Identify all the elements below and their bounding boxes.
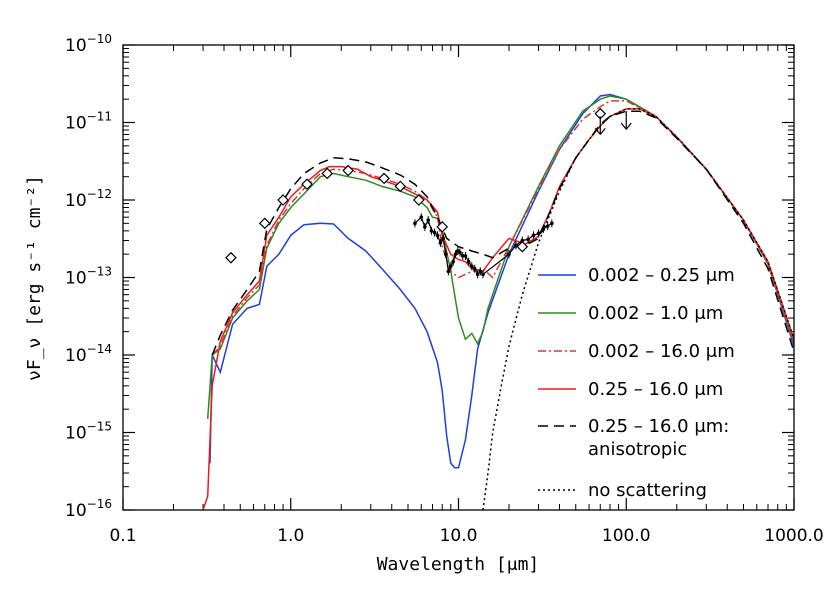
spectrum-point [475,272,480,277]
photometry-diamond [516,240,529,253]
axes: 0.1 1.0 10.0 100.0 1000.0 10−16 10−15 10−14 10−1… [65,32,824,546]
spectrum-point [514,243,518,248]
spectrum-point [526,237,530,242]
y-tick-label: 10−12 [65,187,112,211]
spectrum-point [429,229,434,233]
spectrum-point [460,254,465,258]
photometry-diamond [436,221,449,233]
series-line-1 [209,93,794,469]
y-tick-label: 10−15 [65,420,112,444]
photometry-diamond [321,167,334,180]
spectrum-point [453,252,458,256]
photometry-diamond [277,194,289,206]
spectrum-point [545,224,550,228]
observations-layer [225,107,632,279]
legend: 0.002 – 0.25 μm 0.002 – 1.0 μm 0.002 – 16.… [538,265,735,501]
photometry-diamond [378,172,390,185]
legend-label-4: 0.25 – 16.0 μm [588,379,723,400]
photometry-diamond [394,180,407,193]
legend-label-6: no scattering [588,480,707,501]
legend-label-3: 0.002 – 16.0 μm [588,341,735,362]
photometry-diamond [225,251,237,264]
series-line-5 [211,110,794,356]
spectrum-point [536,231,541,236]
spectrum-point [432,230,437,235]
spectrum-point [458,250,462,255]
series-line-3 [211,100,794,356]
spectrum-point [451,259,456,264]
spectrum-point [413,221,417,226]
photometry-diamond [342,164,355,177]
spectrum-point [550,221,554,226]
x-tick-label: 100.0 [602,526,651,546]
spectrum-point [481,272,485,277]
spectrum-point [472,266,477,271]
upper-limit-arrow [594,127,606,136]
spectrum-point [438,241,443,245]
spectrum-point [478,269,483,274]
photometry-diamond [301,178,313,191]
y-tick-label: 10−11 [65,110,112,134]
spectrum-point [423,225,427,229]
spectrum-point [469,264,474,268]
series-line-4 [202,108,794,510]
y-tick-label: 10−10 [65,32,112,56]
spectrum-point [531,233,536,238]
spectrum-point [446,269,451,274]
y-axis-title: νF_ν [erg s⁻¹ cm⁻²] [24,175,45,381]
spectrum-point [463,254,468,258]
legend-label-5-line2: anisotropic [588,439,687,460]
legend-label-5: 0.25 – 16.0 μm: [588,416,729,437]
x-axis-title: Wavelength [μm] [377,554,540,575]
spectrum-point [541,227,546,231]
x-tick-label: 10.0 [440,526,478,546]
upper-limit-arrow [620,122,632,131]
y-tick-label: 10−16 [65,497,112,521]
legend-label-2: 0.002 – 1.0 μm [588,303,723,324]
spectrum-point [466,259,471,264]
spectrum-point [443,252,448,256]
x-tick-label: 1.0 [277,526,304,546]
spectrum-point [435,233,440,238]
spectrum-point [449,264,453,268]
spectrum-point [441,236,445,241]
legend-label-1: 0.002 – 0.25 μm [588,265,735,286]
spectrum-point [426,218,431,222]
photometry-diamond [412,194,425,206]
x-tick-label: 0.1 [109,526,136,546]
x-tick-label: 1000.0 [764,526,823,546]
spectrum-point [507,252,511,256]
spectrum-point [419,215,424,219]
y-tick-label: 10−14 [65,342,112,366]
photometry-diamond [258,217,271,230]
y-tick-label: 10−13 [65,265,112,289]
series-line-6 [482,108,794,510]
plot-frame [122,44,795,511]
spectrum-point [520,238,525,243]
